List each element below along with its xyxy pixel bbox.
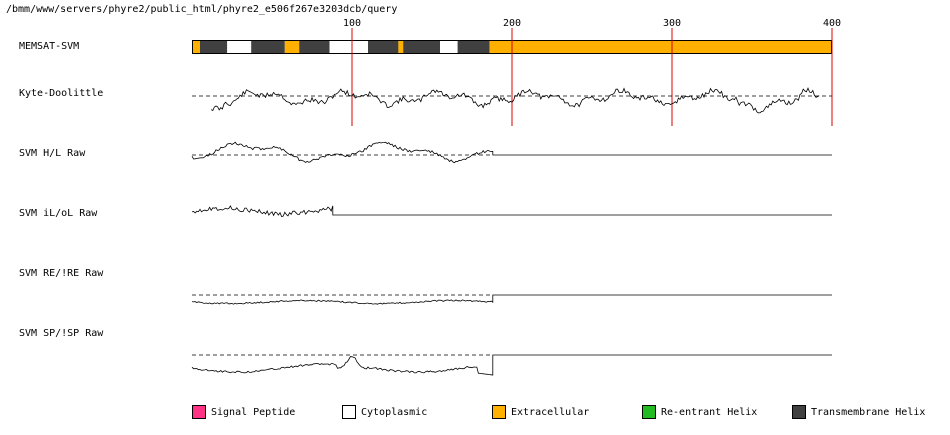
memsat-segment-transmembrane-helix <box>200 40 228 54</box>
legend-signal-peptide: Signal Peptide <box>192 404 295 420</box>
page-path: /bmm/www/servers/phyre2/public_html/phyr… <box>6 4 398 15</box>
transmembrane-helix-swatch <box>792 405 806 419</box>
sp-profile-line <box>191 354 832 376</box>
memsat-segment-extracellular <box>398 40 404 54</box>
track-label-svm-ilol: SVM iL/oL Raw <box>19 208 98 219</box>
legend-label: Signal Peptide <box>211 406 296 418</box>
track-label-svm-reire: SVM RE/!RE Raw <box>19 268 104 279</box>
legend-extracellular: Extracellular <box>492 404 589 420</box>
track-label-kyte-doolittle: Kyte-Doolittle <box>19 88 104 99</box>
legend-cytoplasmic: Cytoplasmic <box>342 404 427 420</box>
memsat-segment-transmembrane-helix <box>368 40 399 54</box>
memsat-segment-transmembrane-helix <box>251 40 285 54</box>
track-label-memsat: MEMSAT-SVM <box>19 41 80 52</box>
reentrant-helix-swatch <box>642 405 656 419</box>
hl-profile-line <box>191 141 832 164</box>
axis-tick-label: 100 <box>343 18 361 29</box>
memsat-segment-cytoplasmic <box>329 40 368 54</box>
cytoplasmic-swatch <box>342 405 356 419</box>
memsat-segment-cytoplasmic <box>440 40 458 54</box>
memsat-segment-transmembrane-helix <box>457 40 490 54</box>
re-profile-line <box>191 294 832 305</box>
track-label-svm-hl: SVM H/L Raw <box>19 148 86 159</box>
ilol-profile-line <box>191 205 832 217</box>
legend-label: Cytoplasmic <box>361 406 428 418</box>
memsat-segment-transmembrane-helix <box>403 40 440 54</box>
track-label-svm-spisp: SVM SP/!SP Raw <box>19 328 104 339</box>
legend-label: Re-entrant Helix <box>661 406 758 418</box>
memsat-segment-extracellular <box>284 40 300 54</box>
axis-tick-label: 400 <box>823 18 841 29</box>
axis-tick-label: 300 <box>663 18 681 29</box>
axis-tick-label: 200 <box>503 18 521 29</box>
extracellular-swatch <box>492 405 506 419</box>
memsat-segment-extracellular <box>192 40 200 54</box>
legend-label: Extracellular <box>511 406 590 418</box>
memsat-segment-cytoplasmic <box>227 40 252 54</box>
kd-profile-line <box>211 87 820 114</box>
legend-label: Transmembrane Helix <box>811 406 926 418</box>
memsat-segment-transmembrane-helix <box>299 40 330 54</box>
legend-transmembrane-helix: Transmembrane Helix <box>792 404 925 420</box>
memsat-segment-extracellular <box>489 40 832 54</box>
signal-peptide-swatch <box>192 405 206 419</box>
legend-reentrant-helix: Re-entrant Helix <box>642 404 757 420</box>
